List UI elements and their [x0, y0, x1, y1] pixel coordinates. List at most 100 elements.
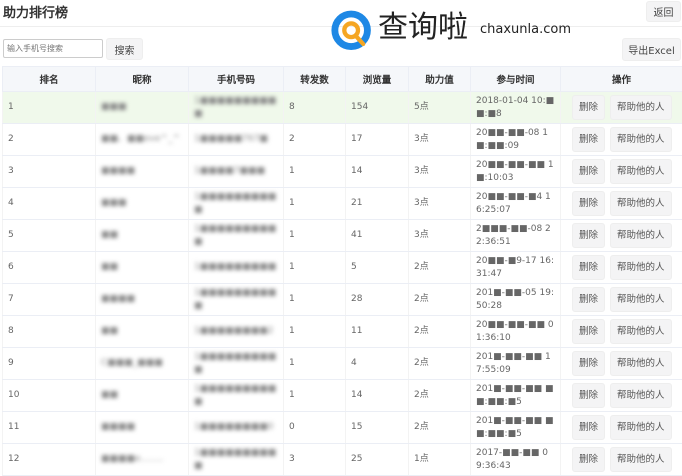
export-excel-button[interactable]: 导出Excel	[622, 38, 681, 61]
power-cell: 1点	[414, 454, 429, 464]
view-helpers-button[interactable]: 帮助他的人	[610, 255, 672, 280]
nickname-cell: ■■、■■eve^_^	[101, 134, 180, 144]
delete-button[interactable]: 删除	[572, 319, 605, 344]
delete-button[interactable]: 删除	[572, 95, 605, 120]
watermark-domain: chaxunla.com	[480, 22, 571, 38]
view-helpers-button[interactable]: 帮助他的人	[610, 287, 672, 312]
phone-cell: 1■■■■■■■■0	[194, 422, 273, 432]
view-helpers-button[interactable]: 帮助他的人	[610, 223, 672, 248]
power-cell: 3点	[414, 166, 429, 176]
col-nickname: 昵称	[96, 67, 189, 92]
view-helpers-button[interactable]: 帮助他的人	[610, 351, 672, 376]
views-cell: 21	[351, 198, 362, 208]
views-cell: 154	[351, 102, 368, 112]
delete-button[interactable]: 删除	[572, 255, 605, 280]
search-button[interactable]: 搜索	[106, 38, 143, 60]
shares-cell: 1	[289, 390, 295, 400]
nickname-cell: ■■	[101, 390, 118, 400]
delete-button[interactable]: 删除	[572, 383, 605, 408]
nickname-cell: ■■■■	[101, 166, 135, 176]
nickname-cell: ■■	[101, 326, 118, 336]
phone-cell: 1■■■■■■■■■	[194, 262, 276, 272]
nickname-cell: ■■	[101, 262, 118, 272]
col-time: 参与时间	[471, 67, 561, 92]
col-rank: 排名	[3, 67, 96, 92]
watermark-text: 查询啦	[378, 10, 468, 46]
shares-cell: 0	[289, 422, 295, 432]
power-cell: 2点	[414, 326, 429, 336]
col-power: 助力值	[409, 67, 471, 92]
view-helpers-button[interactable]: 帮助他的人	[610, 191, 672, 216]
nickname-cell: C■■■_■■■	[101, 358, 163, 368]
page-title: 助力排行榜	[3, 2, 68, 21]
nickname-cell: ■■■	[101, 198, 127, 208]
delete-button[interactable]: 删除	[572, 159, 605, 184]
views-cell: 5	[351, 262, 357, 272]
time-cell: 201■-■■-■■ ■■:■■:■5	[476, 384, 554, 407]
view-helpers-button[interactable]: 帮助他的人	[610, 383, 672, 408]
delete-button[interactable]: 删除	[572, 447, 605, 472]
power-cell: 2点	[414, 390, 429, 400]
shares-cell: 1	[289, 230, 295, 240]
views-cell: 15	[351, 422, 362, 432]
ranking-table: 排名 昵称 手机号码 转发数 浏览量 助力值 参与时间 操作 1■■■1■■■■…	[2, 66, 682, 476]
delete-button[interactable]: 删除	[572, 415, 605, 440]
time-cell: 2018-01-04 10:■■:■8	[476, 96, 554, 119]
col-views: 浏览量	[346, 67, 409, 92]
views-cell: 11	[351, 326, 362, 336]
view-helpers-button[interactable]: 帮助他的人	[610, 447, 672, 472]
col-shares: 转发数	[284, 67, 346, 92]
delete-button[interactable]: 删除	[572, 191, 605, 216]
nickname-cell: ■■■	[101, 102, 127, 112]
nickname-cell: ■■■■e........	[101, 454, 163, 464]
phone-cell: 1■■■■■■■■■■	[194, 448, 276, 471]
phone-cell: 1■■■■■■■■■■	[194, 96, 276, 119]
phone-cell: 1■■■■■■■■■■	[194, 224, 276, 247]
views-cell: 17	[351, 134, 362, 144]
view-helpers-button[interactable]: 帮助他的人	[610, 127, 672, 152]
views-cell: 28	[351, 294, 362, 304]
table-header: 排名 昵称 手机号码 转发数 浏览量 助力值 参与时间 操作	[3, 67, 682, 92]
time-cell: 2017-■■-■■ 09:36:43	[476, 448, 548, 471]
delete-button[interactable]: 删除	[572, 287, 605, 312]
shares-cell: 8	[289, 102, 295, 112]
views-cell: 14	[351, 390, 362, 400]
phone-cell: 1■■■■■■■■■■	[194, 384, 276, 407]
phone-search-input[interactable]	[3, 39, 103, 58]
phone-cell: 1■■■■■■■■■■	[194, 192, 276, 215]
shares-cell: 1	[289, 326, 295, 336]
view-helpers-button[interactable]: 帮助他的人	[610, 319, 672, 344]
col-phone: 手机号码	[189, 67, 284, 92]
rank-cell: 1	[8, 102, 14, 112]
nickname-cell: ■■■■	[101, 294, 135, 304]
rank-cell: 12	[8, 454, 19, 464]
view-helpers-button[interactable]: 帮助他的人	[610, 95, 672, 120]
view-helpers-button[interactable]: 帮助他的人	[610, 159, 672, 184]
delete-button[interactable]: 删除	[572, 223, 605, 248]
time-cell: 20■■-■■-■4 16:25:07	[476, 192, 551, 215]
rank-cell: 2	[8, 134, 14, 144]
views-cell: 14	[351, 166, 362, 176]
rank-cell: 8	[8, 326, 14, 336]
shares-cell: 1	[289, 358, 295, 368]
rank-cell: 5	[8, 230, 14, 240]
shares-cell: 1	[289, 262, 295, 272]
view-helpers-button[interactable]: 帮助他的人	[610, 415, 672, 440]
rank-cell: 4	[8, 198, 14, 208]
delete-button[interactable]: 删除	[572, 351, 605, 376]
phone-cell: 1■■■■■■■■2	[194, 326, 273, 336]
magnifier-logo-icon	[330, 8, 374, 56]
time-cell: 20■■-■9-17 16:31:47	[476, 256, 554, 279]
shares-cell: 1	[289, 294, 295, 304]
delete-button[interactable]: 删除	[572, 127, 605, 152]
back-button[interactable]: 返回	[646, 1, 681, 22]
shares-cell: 2	[289, 134, 295, 144]
